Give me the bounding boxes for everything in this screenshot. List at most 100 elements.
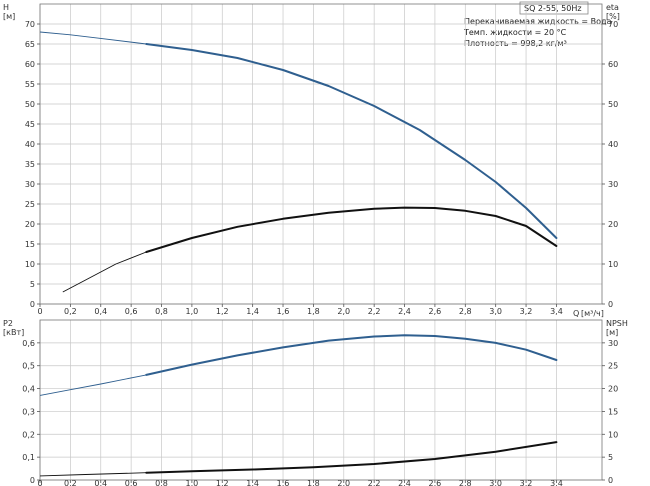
top-y-unit: [м]	[3, 12, 15, 21]
top-x-tick-7: 1,4	[246, 307, 259, 316]
bottom-series-0-extended-line	[39, 374, 147, 396]
bottom-y-unit: [кВт]	[3, 328, 24, 337]
bottom-y-tick-4: 0,4	[22, 385, 35, 394]
top-x-tick-12: 2,4	[398, 307, 411, 316]
top-series-0-line	[145, 43, 558, 239]
bottom-x-tick-4: 0,8	[155, 479, 168, 486]
bottom-x-tick-7: 1,4	[246, 479, 259, 486]
top-x-tick-8: 1,6	[277, 307, 290, 316]
top-y-tick-8: 40	[25, 140, 35, 149]
bottom-x-tick-9: 1,8	[307, 479, 320, 486]
bottom-x-tick-12: 2,4	[398, 479, 411, 486]
bottom-y-tick-5: 0,5	[22, 362, 35, 371]
top-y-tick-3: 15	[25, 240, 35, 249]
top-x-tick-16: 3,2	[520, 307, 533, 316]
top-y2-tick-2: 20	[608, 220, 618, 229]
bottom-x-tick-2: 0,4	[94, 479, 107, 486]
model-box	[519, 1, 589, 15]
top-y-tick-6: 30	[25, 180, 35, 189]
top-x-tick-0: 0	[37, 307, 42, 316]
top-panel: 0 5 10 15 20 25 30 35 40 45 50 55 60 65 70 0 10 20 30 40 50 6…	[25, 3, 618, 316]
top-plot-frame	[39, 3, 603, 305]
top-x-label: Q	[573, 309, 579, 318]
top-x-tick-11: 2,2	[368, 307, 381, 316]
top-y-tick-0: 0	[30, 300, 35, 309]
bottom-y2-unit: [м]	[606, 328, 618, 337]
bottom-series-1-line	[145, 441, 558, 474]
bottom-series-1-extended-line	[39, 472, 147, 477]
top-y-tick-12: 60	[25, 60, 35, 69]
top-x-unit: [м³/ч]	[581, 309, 604, 318]
liquid-label: Перекачиваемая жидкость = Вода	[464, 17, 612, 26]
top-x-tick-6: 1,2	[216, 307, 229, 316]
bottom-y-tick-2: 0,2	[22, 430, 35, 439]
top-y-tick-4: 20	[25, 220, 35, 229]
bottom-x-tick-14: 2,8	[459, 479, 472, 486]
top-y2-tick-7: 70	[608, 20, 618, 29]
top-x-tick-3: 0,6	[125, 307, 138, 316]
bottom-x-tick-11: 2,2	[368, 479, 381, 486]
bottom-x-tick-17: 3,4	[550, 479, 563, 486]
top-y2-tick-0: 0	[608, 300, 613, 309]
top-y-tick-10: 50	[25, 100, 35, 109]
bottom-y2-tick-4: 20	[608, 385, 618, 394]
top-x-tick-9: 1,8	[307, 307, 320, 316]
bottom-y-label: P2	[3, 319, 13, 328]
bottom-x-tick-0: 0	[37, 479, 42, 486]
bottom-y2-tick-3: 15	[608, 407, 618, 416]
top-series-0-extended-line	[39, 31, 147, 45]
top-y-label: H	[3, 3, 9, 12]
top-x-tick-5: 1,0	[186, 307, 199, 316]
top-x-tick-4: 0,8	[155, 307, 168, 316]
top-y-tick-14: 70	[25, 20, 35, 29]
bottom-x-tick-1: 0,2	[64, 479, 77, 486]
top-x-tick-17: 3,4	[550, 307, 563, 316]
top-y-tick-9: 45	[25, 120, 35, 129]
top-y2-unit: [%]	[606, 12, 620, 21]
top-y-tick-2: 10	[25, 260, 35, 269]
bottom-y-tick-1: 0,1	[22, 453, 35, 462]
top-y-tick-13: 65	[25, 40, 35, 49]
bottom-x-tick-8: 1,6	[277, 479, 290, 486]
bottom-x-tick-5: 1,0	[186, 479, 199, 486]
bottom-y-tick-3: 0,3	[22, 407, 35, 416]
bottom-x-tick-15: 3,0	[489, 479, 502, 486]
bottom-y2-label: NPSH	[606, 319, 628, 328]
top-series-1-line	[145, 206, 558, 253]
top-y-tick-11: 55	[25, 80, 35, 89]
bottom-x-tick-10: 2,0	[337, 479, 350, 486]
bottom-series-0-line	[145, 334, 558, 376]
model-label: SQ 2-55, 50Hz	[524, 4, 582, 13]
bottom-y2-tick-2: 10	[608, 430, 618, 439]
top-y-tick-5: 25	[25, 200, 35, 209]
top-x-tick-13: 2,6	[429, 307, 442, 316]
top-x-tick-1: 0,2	[64, 307, 77, 316]
top-x-tick-15: 3,0	[489, 307, 502, 316]
top-x-tick-14: 2,8	[459, 307, 472, 316]
bottom-y2-tick-5: 25	[608, 362, 618, 371]
bottom-x-tick-3: 0,6	[125, 479, 138, 486]
bottom-x-tick-13: 2,6	[429, 479, 442, 486]
top-y2-tick-3: 30	[608, 180, 618, 189]
top-x-tick-2: 0,4	[94, 307, 107, 316]
bottom-x-tick-6: 1,2	[216, 479, 229, 486]
top-y2-tick-4: 40	[608, 140, 618, 149]
bottom-plot-frame	[39, 319, 603, 481]
top-x-tick-10: 2,0	[337, 307, 350, 316]
top-y-tick-7: 35	[25, 160, 35, 169]
density-label: Плотность = 998,2 кг/м³	[464, 39, 567, 48]
header-box: SQ 2-55, 50Hz Перекачиваемая жидкость = …	[463, 1, 612, 48]
top-y2-label: eta	[606, 3, 619, 12]
bottom-y2-tick-1: 5	[608, 453, 613, 462]
top-y2-tick-5: 50	[608, 100, 618, 109]
bottom-y-tick-6: 0,6	[22, 339, 35, 348]
bottom-x-tick-16: 3,2	[520, 479, 533, 486]
top-y2-tick-6: 60	[608, 60, 618, 69]
bottom-panel: 0 0,1 0,2 0,3 0,4 0,5 0,6 0 5 10 15 20 25 30 0 0,2 0,4 0,…	[22, 319, 618, 486]
temperature-label: Темп. жидкости = 20 °C	[463, 28, 567, 37]
top-y2-tick-1: 10	[608, 260, 618, 269]
bottom-y2-tick-6: 30	[608, 339, 618, 348]
top-y-tick-1: 5	[30, 280, 35, 289]
top-series-1-extended-line	[62, 251, 147, 293]
